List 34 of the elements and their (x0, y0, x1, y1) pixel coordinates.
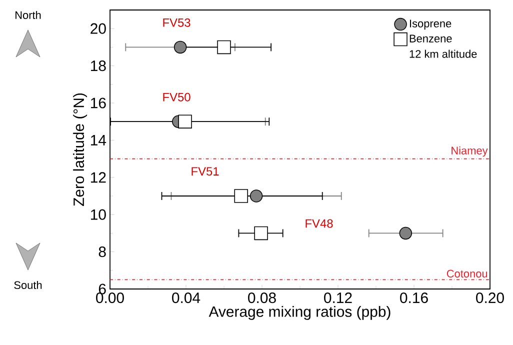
y-tick-label: 10 (91, 209, 106, 220)
y-tick-label: 20 (90, 23, 106, 34)
point (217, 40, 231, 54)
x-tick-label: 0.20 (476, 292, 504, 304)
point (399, 226, 412, 240)
point (250, 190, 263, 202)
y-tick-label: 16 (91, 98, 106, 108)
x-tick-label: 0.04 (172, 292, 200, 304)
annotation: FV53 (163, 18, 190, 27)
y-tick-label: 14 (91, 135, 106, 146)
ref-line-label: Cotonou (446, 270, 488, 278)
legend-label: Isoprene (410, 20, 452, 30)
ref-line-label: Niamey (452, 146, 488, 157)
y-tick-label: 12 (91, 172, 106, 183)
point (254, 226, 268, 240)
annotation: FV51 (192, 167, 219, 176)
x-axis-title: Average mixing ratios (ppb) (208, 306, 390, 320)
text: North (16, 10, 41, 20)
y-tick-label: 18 (91, 60, 106, 72)
legend-label: Benzene (410, 34, 452, 42)
text: South (14, 280, 42, 290)
x-tick-label: 0.16 (400, 292, 428, 304)
point (178, 114, 192, 128)
point (234, 189, 248, 203)
x-tick-label: 0.08 (248, 292, 276, 304)
y-tick-label: 6 (98, 284, 106, 294)
annotation: FV50 (163, 92, 190, 102)
annotation: 12 km altitude (410, 50, 477, 58)
x-tick-label: 0.00 (96, 292, 124, 304)
y-tick-label: 8 (98, 246, 106, 258)
y-axis-title: Zero latitude (°N) (73, 93, 88, 206)
x-tick-label: 0.12 (324, 292, 352, 304)
annotation: FV48 (306, 219, 333, 228)
point (174, 40, 187, 54)
